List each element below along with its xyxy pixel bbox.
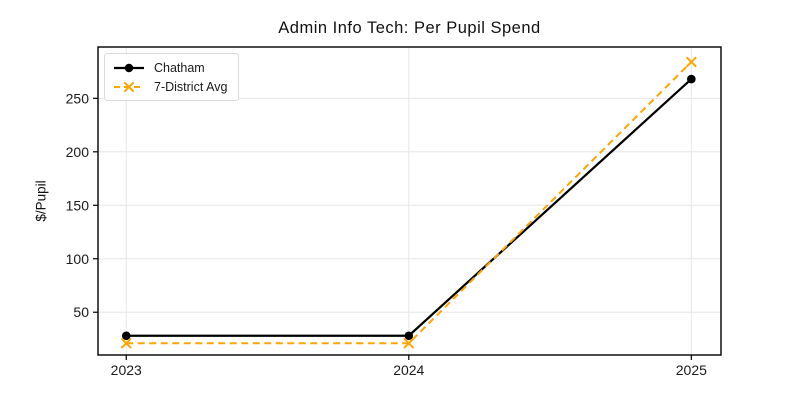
chart-title: Admin Info Tech: Per Pupil Spend: [278, 19, 541, 37]
legend-item-7-district-avg: 7-District Avg: [113, 77, 227, 96]
legend-label-7-district-avg: 7-District Avg: [154, 79, 228, 94]
x-tick-label: 2023: [111, 362, 142, 378]
y-tick-label: 150: [66, 197, 90, 213]
y-tick-label: 250: [66, 90, 90, 106]
marker-chatham: [404, 331, 414, 341]
plot-border: [97, 46, 722, 356]
legend: Chatham 7-District Avg: [104, 53, 240, 101]
marker-7-district-avg: [686, 56, 697, 68]
legend-swatch-chatham-line-icon: [114, 63, 144, 72]
marker-chatham: [687, 74, 696, 84]
marker-7-district-avg: [403, 338, 414, 349]
y-tick-label: 100: [66, 251, 90, 267]
legend-item-chatham: Chatham: [113, 58, 227, 77]
y-tick-label: 50: [73, 304, 89, 320]
y-tick-label: 200: [66, 144, 90, 160]
legend-swatch-7-district-avg-line-icon: [114, 81, 144, 92]
marker-chatham: [121, 331, 131, 341]
x-tick-label: 2025: [676, 362, 707, 378]
marker-7-district-avg: [121, 338, 132, 349]
x-tick-label: 2024: [393, 362, 424, 378]
legend-label-chatham: Chatham: [154, 60, 205, 75]
